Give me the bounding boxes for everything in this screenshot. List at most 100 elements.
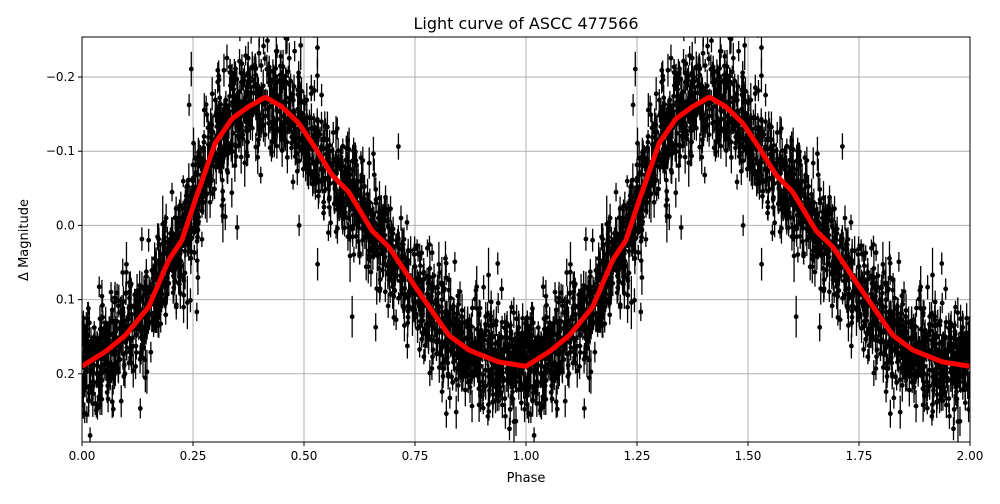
data-point	[202, 108, 207, 113]
data-point	[102, 357, 107, 362]
data-point	[143, 325, 148, 330]
data-point	[194, 310, 199, 315]
data-point	[499, 287, 504, 292]
data-point	[505, 346, 510, 351]
data-point	[258, 173, 263, 178]
data-point	[177, 282, 182, 287]
data-point	[504, 329, 509, 334]
data-point	[511, 374, 516, 379]
data-point	[174, 305, 179, 310]
data-point	[149, 268, 154, 273]
data-point	[170, 190, 175, 195]
data-point	[160, 298, 165, 303]
data-point	[408, 249, 413, 254]
data-point	[237, 30, 242, 35]
data-point	[156, 261, 161, 266]
data-point	[259, 63, 264, 68]
data-point	[199, 200, 204, 205]
data-point	[189, 236, 194, 241]
data-point	[110, 308, 115, 313]
data-point	[334, 158, 339, 163]
data-point	[236, 124, 241, 129]
data-point	[275, 49, 280, 54]
data-point	[495, 261, 500, 266]
data-point	[311, 126, 316, 131]
data-point	[415, 326, 420, 331]
data-point	[240, 128, 245, 133]
data-point	[315, 73, 320, 78]
data-point	[315, 117, 320, 122]
data-point	[248, 114, 253, 119]
data-point	[132, 292, 137, 297]
data-point	[200, 209, 205, 214]
data-point	[264, 8, 269, 13]
data-point	[199, 163, 204, 168]
data-point	[100, 315, 105, 320]
data-point	[186, 243, 191, 248]
data-point	[639, 258, 644, 263]
data-point	[425, 246, 430, 251]
data-point	[163, 220, 168, 225]
data-point	[84, 354, 89, 359]
data-point	[406, 309, 411, 314]
data-point	[458, 289, 463, 294]
data-point	[124, 290, 129, 295]
data-point	[229, 190, 234, 195]
data-point	[95, 364, 100, 369]
data-point	[326, 230, 331, 235]
data-point	[142, 287, 147, 292]
data-point	[450, 350, 455, 355]
data-point	[345, 166, 350, 171]
data-point	[126, 317, 131, 322]
data-point	[346, 234, 351, 239]
data-point	[427, 371, 432, 376]
data-point	[432, 273, 437, 278]
data-point	[293, 134, 298, 139]
data-point	[319, 93, 324, 98]
data-point	[421, 271, 426, 276]
data-point	[289, 122, 294, 127]
data-point	[284, 36, 289, 41]
data-point	[463, 388, 468, 393]
data-point	[420, 331, 425, 336]
data-point	[354, 234, 359, 239]
data-point	[251, 91, 256, 96]
data-point	[267, 80, 272, 85]
data-point	[107, 322, 112, 327]
data-point	[122, 318, 127, 323]
data-point	[257, 126, 262, 131]
data-point	[129, 303, 134, 308]
data-point	[210, 91, 215, 96]
data-point	[415, 279, 420, 284]
data-point	[625, 305, 630, 310]
data-point	[483, 314, 488, 319]
data-point	[520, 316, 525, 321]
data-point	[216, 156, 221, 161]
data-point	[493, 323, 498, 328]
data-point	[503, 414, 508, 419]
data-point	[257, 31, 262, 36]
data-point	[270, 69, 275, 74]
data-point	[475, 306, 480, 311]
data-point	[509, 305, 514, 310]
data-point	[282, 129, 287, 134]
data-point	[359, 155, 364, 160]
data-point	[225, 170, 230, 175]
data-point	[345, 180, 350, 185]
data-point	[481, 285, 486, 290]
data-point	[177, 220, 182, 225]
data-point	[447, 396, 452, 401]
data-point	[514, 338, 519, 343]
data-point	[206, 177, 211, 182]
data-point	[436, 262, 441, 267]
data-point	[292, 49, 297, 54]
data-point	[241, 77, 246, 82]
data-point	[385, 212, 390, 217]
data-point	[369, 270, 374, 275]
data-point	[216, 74, 221, 79]
data-point	[269, 150, 274, 155]
data-point	[245, 154, 250, 159]
data-point	[97, 341, 102, 346]
data-point	[489, 323, 494, 328]
data-point	[195, 239, 200, 244]
